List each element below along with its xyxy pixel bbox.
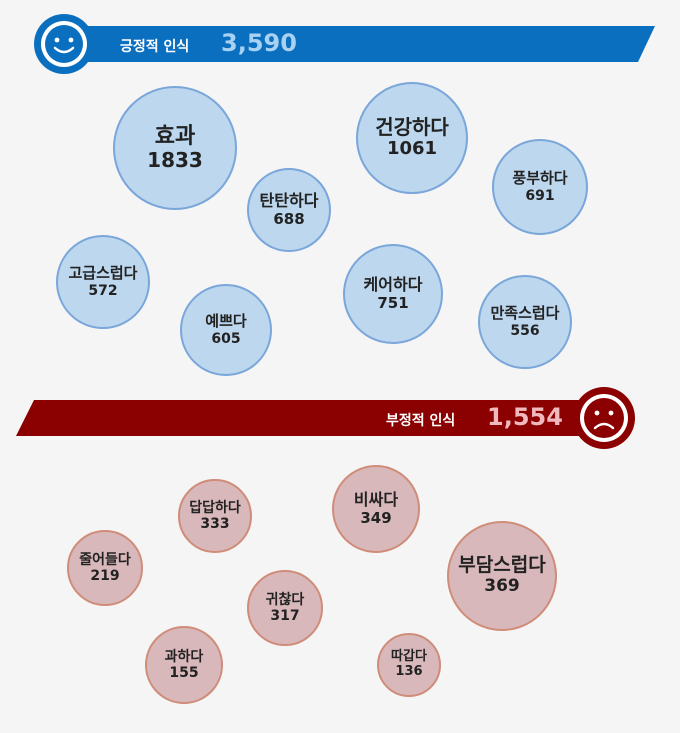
negative-bubble-7: 따갑다 136: [377, 633, 441, 697]
positive-bubble-2: 건강하다 1061: [356, 82, 468, 194]
negative-bubble-value: 219: [90, 568, 120, 584]
positive-bubble-value: 572: [88, 282, 118, 299]
negative-bubble-word: 과하다: [164, 648, 204, 665]
positive-bubble-value: 605: [211, 330, 241, 347]
positive-bubble-6: 케어하다 751: [343, 244, 443, 344]
positive-bubble-word: 풍부하다: [512, 169, 568, 188]
negative-bubble-value: 333: [200, 516, 230, 532]
negative-bubble-5: 귀찮다 317: [247, 570, 323, 646]
positive-bubble-1: 효과 1833: [113, 86, 237, 210]
negative-bubble-6: 과하다 155: [145, 626, 223, 704]
negative-bubble-word: 부담스럽다: [458, 554, 546, 577]
negative-bubble-word: 비싸다: [353, 490, 399, 510]
negative-banner: [16, 400, 604, 436]
negative-bubble-word: 귀찮다: [265, 591, 305, 608]
positive-bubble-word: 탄탄하다: [259, 191, 319, 211]
positive-bubble-value: 751: [377, 293, 409, 312]
negative-bubble-1: 답답하다 333: [178, 479, 252, 553]
negative-bubble-3: 줄어들다 219: [67, 530, 143, 606]
positive-bubble-word: 건강하다: [375, 115, 449, 140]
negative-bubble-word: 답답하다: [189, 499, 241, 516]
positive-bubble-word: 만족스럽다: [490, 304, 560, 323]
negative-group-label: 부정적 인식: [386, 413, 456, 429]
positive-bubble-word: 케어하다: [363, 275, 423, 295]
negative-bubble-4: 부담스럽다 369: [447, 521, 557, 631]
negative-bubble-2: 비싸다 349: [332, 465, 420, 553]
positive-bubble-word: 고급스럽다: [68, 264, 138, 283]
positive-bubble-value: 688: [273, 209, 305, 228]
negative-bubble-value: 317: [270, 608, 300, 624]
positive-bubble-3: 탄탄하다 688: [247, 168, 331, 252]
positive-banner: [62, 26, 655, 62]
positive-bubble-4: 풍부하다 691: [492, 139, 588, 235]
negative-bubble-value: 136: [395, 664, 423, 679]
positive-bubble-word: 예쁘다: [205, 312, 247, 331]
negative-bubble-value: 369: [484, 576, 520, 597]
negative-bubble-word: 줄어들다: [79, 551, 131, 568]
positive-group-label: 긍정적 인식: [120, 39, 190, 55]
positive-bubble-8: 만족스럽다 556: [478, 275, 572, 369]
negative-bubble-value: 155: [169, 665, 199, 681]
positive-bubble-7: 예쁘다 605: [180, 284, 272, 376]
positive-bubble-value: 556: [510, 322, 540, 339]
positive-bubble-value: 1833: [147, 148, 203, 173]
negative-bubble-value: 349: [360, 508, 392, 527]
sad-face-icon: [573, 387, 635, 449]
positive-total: 3,590: [221, 29, 297, 57]
negative-bubble-word: 따갑다: [391, 649, 427, 665]
negative-total: 1,554: [487, 403, 563, 431]
positive-bubble-value: 1061: [386, 138, 438, 160]
positive-bubble-word: 효과: [154, 123, 196, 149]
smiley-face-icon: [34, 14, 94, 74]
positive-bubble-value: 691: [525, 187, 555, 204]
positive-bubble-5: 고급스럽다 572: [56, 235, 150, 329]
